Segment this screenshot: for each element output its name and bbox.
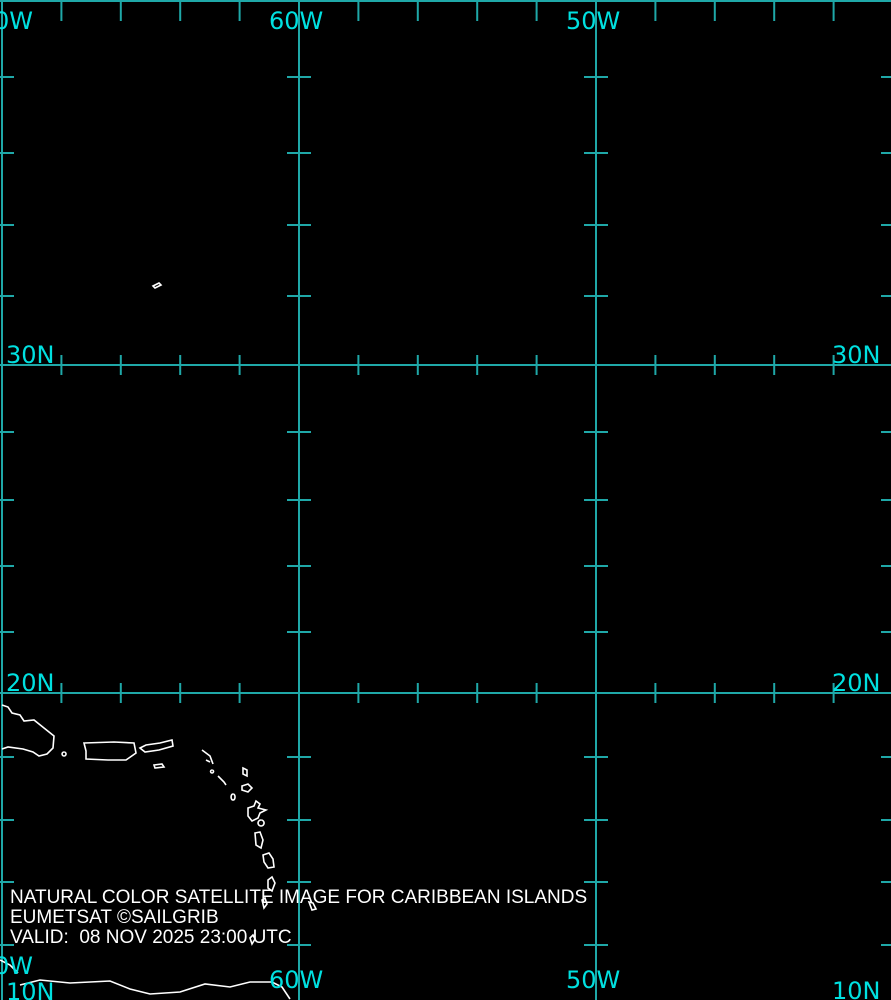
coast-barbados xyxy=(307,900,318,911)
lat-label-left-20n: 20N xyxy=(6,669,55,697)
coast-virgin-islands xyxy=(138,739,174,753)
coast-st-vincent xyxy=(261,896,268,910)
coast-hispaniola xyxy=(1,704,55,757)
coast-antigua xyxy=(242,766,248,778)
lat-label-right-20n: 20N xyxy=(832,669,881,697)
coast-south-america xyxy=(0,959,291,1000)
coast-bermuda xyxy=(151,282,163,289)
coast-martinique xyxy=(262,852,275,869)
coast-dominica xyxy=(254,831,264,850)
lon-label-bottom-left: 0W xyxy=(0,952,33,980)
lat-label-bottom-left-10n: 10N xyxy=(6,978,55,1000)
coast-guadeloupe xyxy=(247,799,269,823)
lat-label-left-30n: 30N xyxy=(6,341,55,369)
caption-credit: EUMETSAT ©SAILGRIB xyxy=(10,907,219,928)
coast-anguilla xyxy=(201,749,214,765)
lon-label-bottom-50w: 50W xyxy=(566,966,621,994)
coast-st-lucia xyxy=(267,875,276,893)
lat-label-right-30n: 30N xyxy=(832,341,881,369)
coast-saba xyxy=(209,769,227,786)
coast-montserrat xyxy=(230,793,236,801)
lat-label-bottom-right-10n: 10N xyxy=(832,977,881,1000)
coast-marie-galante xyxy=(257,819,265,827)
lon-label-top-60w: 60W xyxy=(269,7,324,35)
coast-mona xyxy=(61,751,67,757)
caption-valid-time: VALID: 08 NOV 2025 23:00 UTC xyxy=(10,927,292,948)
coast-vieques xyxy=(152,763,166,769)
coast-barbuda-guadeloupe xyxy=(241,783,254,793)
coast-puerto-rico xyxy=(82,741,137,761)
lon-label-top-left: 0W xyxy=(0,7,33,35)
caption-title: NATURAL COLOR SATELLITE IMAGE FOR CARIBB… xyxy=(10,887,588,908)
image-caption: NATURAL COLOR SATELLITE IMAGE FOR CARIBB… xyxy=(10,888,587,948)
lon-label-top-50w: 50W xyxy=(566,7,621,35)
lon-label-bottom-60w: 60W xyxy=(269,966,324,994)
coast-grenada xyxy=(249,933,256,946)
